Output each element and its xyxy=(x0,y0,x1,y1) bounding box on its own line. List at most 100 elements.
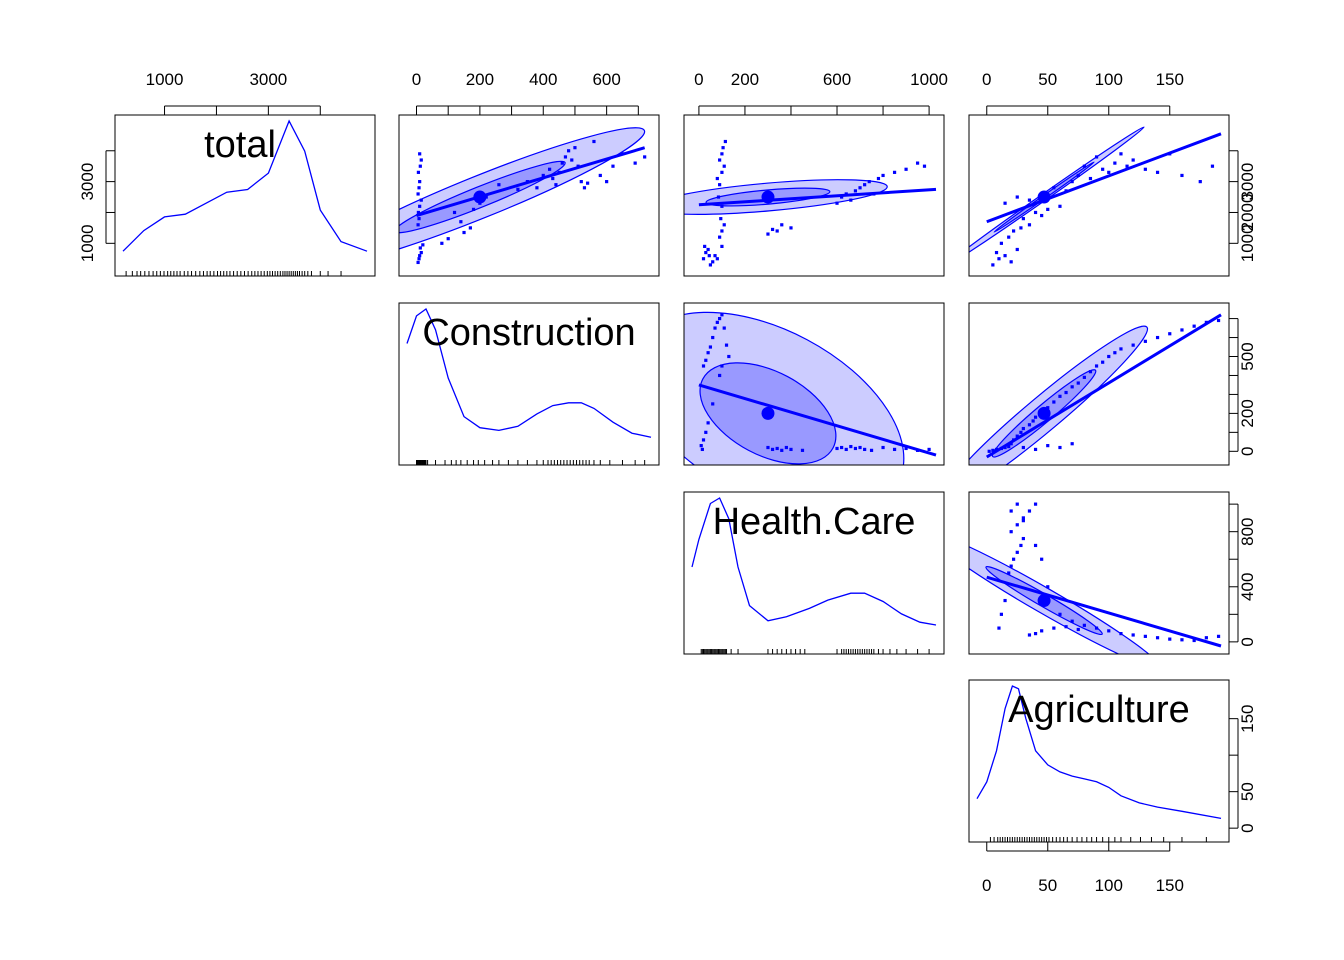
data-point xyxy=(421,243,425,247)
data-point xyxy=(1125,164,1129,168)
ellipse-group xyxy=(684,311,937,465)
data-point xyxy=(701,438,706,442)
data-point xyxy=(452,210,457,215)
data-point xyxy=(418,180,422,184)
data-point xyxy=(560,161,564,165)
data-point xyxy=(1052,186,1056,190)
data-point xyxy=(416,223,420,227)
tick-label: 50 xyxy=(1238,782,1257,801)
data-point xyxy=(1070,180,1074,184)
data-point xyxy=(1101,360,1105,364)
data-point xyxy=(721,146,725,150)
data-point xyxy=(417,217,421,221)
data-point xyxy=(849,198,853,202)
data-point xyxy=(904,446,908,451)
ellipse-group xyxy=(969,502,1222,654)
data-point xyxy=(605,180,609,184)
data-point xyxy=(718,316,722,321)
right-axis-construction: 0 200 500 xyxy=(1229,318,1257,456)
data-point xyxy=(582,186,587,190)
data-point xyxy=(858,186,862,190)
panel-frame xyxy=(968,302,1230,466)
data-point xyxy=(708,263,713,267)
data-point xyxy=(1031,419,1035,423)
data-point xyxy=(418,164,422,168)
data-point xyxy=(840,445,844,450)
data-point xyxy=(1021,536,1025,541)
data-point xyxy=(766,445,770,450)
tick-label: 200 xyxy=(466,70,494,89)
data-point xyxy=(1046,207,1050,211)
data-point xyxy=(849,444,853,449)
data-point xyxy=(1143,167,1147,171)
diag-panel-construction: Construction xyxy=(406,308,652,465)
data-point xyxy=(1021,217,1025,221)
mean-point xyxy=(473,190,487,204)
density-curve xyxy=(976,685,1222,820)
data-point xyxy=(1019,430,1023,434)
data-point xyxy=(1155,335,1160,340)
data-point xyxy=(994,250,999,255)
data-point xyxy=(784,445,788,450)
data-point xyxy=(1009,530,1013,534)
data-point xyxy=(1007,444,1011,449)
data-point xyxy=(1046,585,1050,589)
data-point xyxy=(1021,519,1025,523)
data-point xyxy=(722,164,726,168)
data-point xyxy=(1003,598,1007,603)
diag-title: Agriculture xyxy=(1008,689,1190,731)
data-point xyxy=(535,186,539,190)
data-point xyxy=(718,183,722,187)
data-point xyxy=(471,207,476,211)
data-point xyxy=(1076,381,1080,385)
tick-label: 1000 xyxy=(78,224,97,262)
data-point xyxy=(563,155,568,159)
data-point xyxy=(516,187,520,191)
panel-frame xyxy=(683,302,945,466)
regression-line xyxy=(698,383,937,457)
data-point xyxy=(922,164,927,168)
scatter-panel-total-vs-health-care xyxy=(684,139,937,267)
data-point xyxy=(1119,347,1123,351)
data-point xyxy=(1131,633,1135,637)
data-point xyxy=(1168,637,1172,641)
tick-label: 3000 xyxy=(1238,163,1257,201)
tick-label: 200 xyxy=(1238,399,1257,427)
data-point xyxy=(1143,634,1147,638)
data-point xyxy=(718,158,722,162)
data-point xyxy=(1015,523,1019,527)
data-point xyxy=(1003,201,1007,205)
data-point xyxy=(1107,354,1111,359)
data-point xyxy=(1033,447,1038,452)
tick-label: 1000 xyxy=(910,70,948,89)
data-point xyxy=(711,402,715,406)
data-point xyxy=(1027,423,1032,427)
data-point xyxy=(789,226,793,230)
data-point xyxy=(701,364,706,368)
data-point xyxy=(706,351,710,355)
data-point xyxy=(1070,442,1074,446)
data-point xyxy=(1119,152,1123,156)
data-point xyxy=(701,257,706,261)
data-point xyxy=(1040,629,1044,633)
left-axis-total: 1000 3000 xyxy=(78,150,115,262)
data-point xyxy=(707,254,711,258)
data-point xyxy=(1143,339,1147,343)
data-point xyxy=(708,345,713,349)
data-point xyxy=(706,247,710,252)
data-point xyxy=(1033,210,1038,215)
data-point xyxy=(440,241,444,245)
scatter-panel-total-vs-agriculture xyxy=(969,126,1222,268)
data-point xyxy=(1119,632,1123,636)
data-point xyxy=(780,448,784,452)
scatter-panel-health-care-vs-agriculture xyxy=(969,502,1222,654)
data-point xyxy=(633,161,637,165)
data-point xyxy=(789,447,793,452)
tick-label: 0 xyxy=(982,876,991,895)
data-point xyxy=(1009,564,1013,568)
data-point xyxy=(1082,164,1086,168)
data-point xyxy=(418,204,422,208)
bottom-axis-agriculture: 0 50 100 150 xyxy=(982,842,1184,895)
